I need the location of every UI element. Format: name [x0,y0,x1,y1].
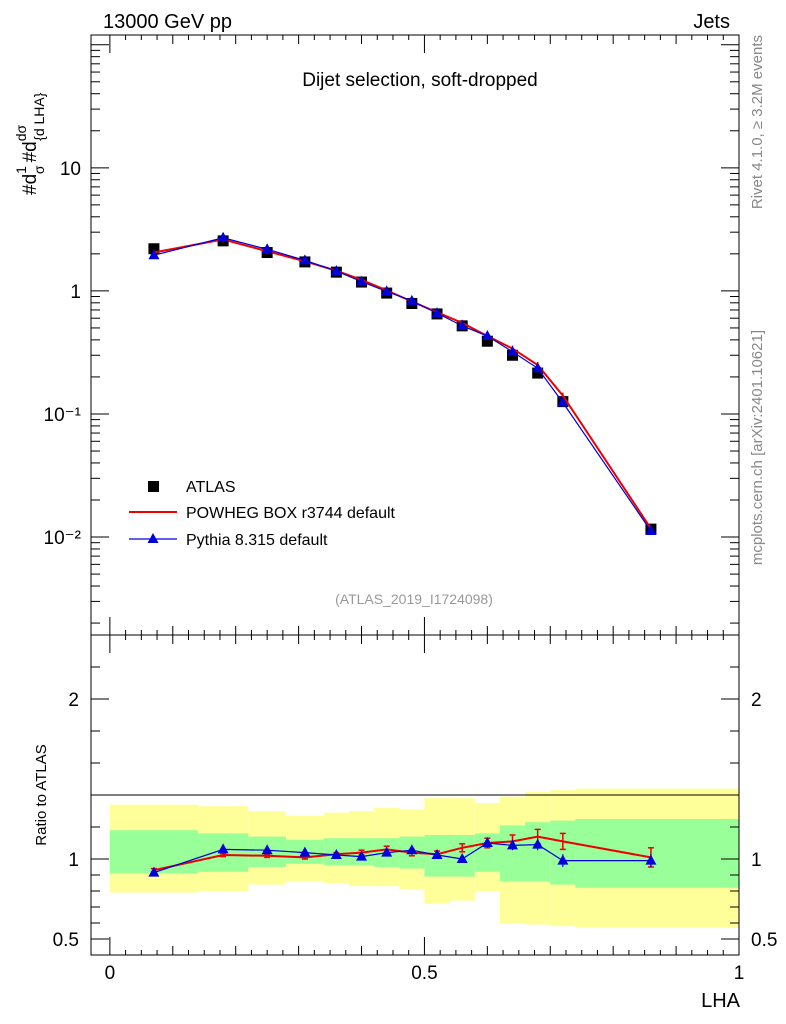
legend: ATLAS POWHEG BOX r3744 default Pythia 8.… [129,479,396,549]
legend-atlas-label: ATLAS [186,479,236,496]
pythia-marker [148,249,160,260]
legend-pythia-marker [147,533,159,543]
pythia-marker [532,362,544,373]
ratio-y-tick-labels: 2 1 0.5 2 1 0.5 [53,690,778,951]
ratio-band-inner [109,830,198,874]
main-y-tick-label: 10⁻² [44,528,82,549]
ratio-pythia-marker [299,846,311,857]
main-series [148,231,657,535]
ratio-ticks [91,635,740,955]
main-y-tick-label: 10 [60,159,81,180]
pythia-marker [381,285,393,296]
ratio-pythia-marker [217,843,229,854]
ratio-series [148,828,657,877]
ratio-pythia-marker [532,838,544,849]
atlas-marker [481,335,493,347]
header-energy-label: 13000 GeV pp [103,11,232,33]
ratio-band-inner [550,820,576,885]
ratio-y-tick-label-right: 2 [751,690,762,711]
pythia-marker [406,294,418,305]
mcplots-label: mcplots.cern.ch [arXiv:2401.10621] [749,330,766,565]
atlas-marker [148,243,160,255]
ratio-frame [90,634,740,956]
main-y-axis-label: #d1 σ#ddσ {d LHA} [13,92,47,195]
ratio-pythia-marker [261,844,273,855]
ratio-pythia-marker [557,854,569,865]
chart-title: Dijet selection, soft-dropped [302,70,538,91]
main-panel: 10 1 10⁻¹ 10⁻² Dijet selection, soft-droppe… [13,34,740,636]
ratio-pythia-marker [406,844,418,855]
x-tick-label: 0 [105,963,116,984]
pythia-marker [330,265,342,276]
x-tick-label: 0.5 [411,963,437,984]
ratio-y-tick-label-left: 0.5 [53,930,79,951]
ratio-y-tick-label-left: 1 [68,850,79,871]
ratio-y-tick-label-left: 2 [68,690,79,711]
pythia-marker [645,524,657,535]
header-jets-label: Jets [693,11,730,33]
legend-pythia-label: Pythia 8.315 default [186,532,328,549]
pythia-marker [217,231,229,242]
ratio-band-inner [499,825,526,882]
pythia-marker [456,319,468,330]
ratio-pythia-marker [431,849,443,859]
pythia-marker [356,275,368,286]
ratio-pythia-marker [456,853,468,863]
x-tick-labels: 0 0.5 1 [105,963,745,984]
ratio-y-tick-label-right: 1 [751,850,762,871]
ratio-pythia-marker [645,854,657,865]
legend-atlas-marker [148,481,159,492]
ratio-y-axis-label: Ratio to ATLAS [33,744,50,845]
pythia-marker [481,330,493,341]
ratio-band-inner [575,819,739,888]
ratio-y-tick-label-right: 0.5 [751,930,777,951]
x-tick-label: 1 [734,963,745,984]
x-axis-label: LHA [701,990,741,1012]
main-y-tick-labels: 10 1 10⁻¹ 10⁻² [44,159,82,549]
svg-text:#d1σ#ddσ{d LHA}: #d1 σ#ddσ {d LHA} [13,92,47,195]
ratio-pythia-marker [381,846,393,857]
pythia-marker [261,243,273,254]
ratio-pythia-marker [481,837,493,847]
pythia-marker [431,307,443,318]
ratio-pythia-marker [356,850,368,861]
main-y-tick-label: 10⁻¹ [44,405,82,426]
atlas-marker [532,367,544,379]
analysis-id-label: (ATLAS_2019_I1724098) [335,591,493,607]
pythia-marker [299,254,311,265]
pythia-marker [557,396,569,407]
main-y-tick-label: 1 [70,282,81,303]
ratio-pythia-marker [148,866,160,877]
pythia-marker [507,345,519,356]
ratio-pythia-marker [330,849,342,859]
rivet-label: Rivet 4.1.0, ≥ 3.2M events [749,35,766,209]
ratio-pythia-marker [507,839,519,850]
legend-powheg-label: POWHEG BOX r3744 default [186,505,396,522]
